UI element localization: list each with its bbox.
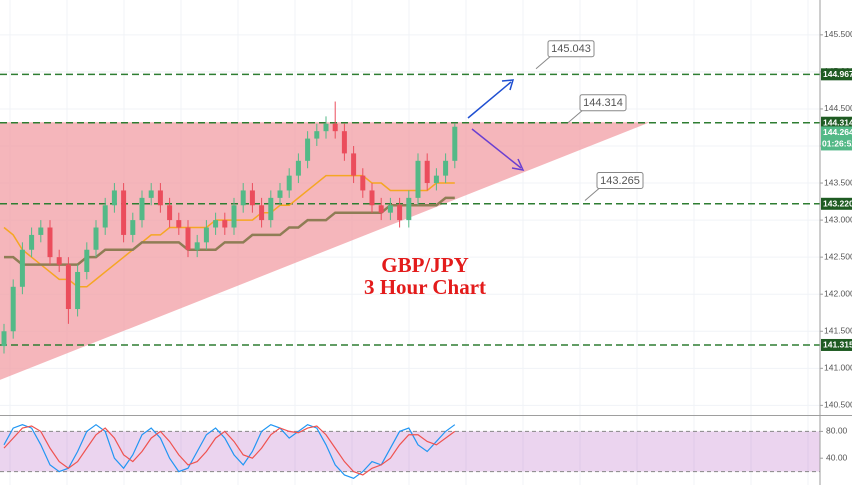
candle-body xyxy=(452,126,458,161)
callout-label: 143.265 xyxy=(600,175,640,187)
countdown-label: 01:26:52 xyxy=(822,139,852,149)
oscillator-tick-label: 80.00 xyxy=(826,426,848,436)
candle-body xyxy=(111,190,117,206)
candle-body xyxy=(176,220,182,228)
candle-body xyxy=(102,205,108,228)
candle-body xyxy=(305,138,311,161)
arrow-down xyxy=(471,128,522,169)
candle-body xyxy=(249,190,255,206)
candle-body xyxy=(194,242,200,250)
candle-body xyxy=(231,205,237,228)
candle-body xyxy=(259,205,265,221)
y-tick-label: 140.500 xyxy=(824,400,852,410)
candle-body xyxy=(65,264,71,310)
callout-connector xyxy=(584,188,600,201)
candle-body xyxy=(415,160,421,198)
candle-body xyxy=(38,227,44,235)
candle-body xyxy=(93,227,99,250)
last-price-label: 144.264 xyxy=(823,127,852,137)
candle-body xyxy=(56,257,62,265)
y-tick-label: 143.500 xyxy=(824,177,852,187)
candle-body xyxy=(295,160,301,176)
candle-body xyxy=(130,220,136,235)
candle-body xyxy=(167,205,173,221)
candle-body xyxy=(323,123,329,132)
moving-average xyxy=(4,196,455,266)
candle-body xyxy=(397,205,403,221)
callout-label: 144.314 xyxy=(583,97,623,109)
axis-labels: 140.500 141.000 141.500 142.000 142.500 143.0… xyxy=(820,29,852,462)
candle-body xyxy=(19,249,25,287)
y-tick-label: 142.000 xyxy=(824,288,852,298)
y-tick-label: 143.000 xyxy=(824,214,852,224)
candle-body xyxy=(185,227,191,250)
callout-box xyxy=(596,171,644,189)
candle-body xyxy=(387,205,393,213)
y-tick-label: 141.000 xyxy=(824,363,852,373)
level-badge xyxy=(821,338,852,351)
callout-connector xyxy=(567,110,583,124)
candle-body xyxy=(277,190,283,198)
candle-body xyxy=(213,220,219,228)
level-badge xyxy=(821,68,852,81)
plot xyxy=(0,73,820,479)
candle-body xyxy=(433,175,439,184)
oscillator-band xyxy=(0,431,820,472)
candle-body xyxy=(121,190,127,235)
candle-body xyxy=(268,197,274,221)
candle-body xyxy=(75,271,81,310)
y-tick-label: 142.500 xyxy=(824,251,852,261)
arrow-up-head xyxy=(501,79,515,91)
callout-label: 145.043 xyxy=(551,43,591,55)
level-badge-label: 144.967 xyxy=(823,69,852,79)
candle-body xyxy=(157,190,163,206)
level-badge-label: 144.314 xyxy=(823,117,852,127)
oscillator-line xyxy=(3,425,456,476)
candle-body xyxy=(360,175,366,191)
arrow-down-head xyxy=(511,158,525,171)
candle-body xyxy=(424,160,430,184)
level-badge-label: 143.220 xyxy=(823,199,852,209)
candle-body xyxy=(139,197,145,221)
candle-body xyxy=(203,227,209,243)
candle-body xyxy=(378,205,384,213)
candle-body xyxy=(443,160,449,176)
candle-body xyxy=(332,123,338,132)
candle-body xyxy=(1,331,7,347)
callout-box xyxy=(579,94,627,112)
arrow-up xyxy=(467,81,512,119)
candle-body xyxy=(351,153,357,176)
candle-body xyxy=(148,190,154,198)
candle-body xyxy=(314,131,320,139)
level-badge xyxy=(821,197,852,210)
y-tick-label: 141.500 xyxy=(824,326,852,336)
candle-body xyxy=(84,249,90,272)
candle-body xyxy=(29,234,35,250)
callout-box xyxy=(547,40,595,58)
callout-connector xyxy=(535,56,551,70)
oscillator-tick-label: 40.00 xyxy=(826,452,848,462)
last-price-badge xyxy=(821,126,852,151)
candle-body xyxy=(240,190,246,206)
y-tick-label: 145.500 xyxy=(824,29,852,39)
candle-body xyxy=(341,131,347,154)
candle-body xyxy=(10,286,16,332)
candle-body xyxy=(406,197,412,221)
chart-title: GBP/JPY xyxy=(381,253,469,277)
annotations: GBP/JPY 3 Hour Chart 145.043 144.314 143.2… xyxy=(364,40,644,299)
oscillator-line xyxy=(3,423,456,479)
triangle-pattern xyxy=(0,122,650,380)
y-tick-label: 144.500 xyxy=(824,103,852,113)
candle-body xyxy=(286,175,292,191)
candle-body xyxy=(47,227,53,258)
level-badge-label: 141.315 xyxy=(823,340,852,350)
price-axis xyxy=(820,0,852,485)
candle-body xyxy=(222,220,228,228)
level-badge xyxy=(821,116,852,129)
chart-subtitle: 3 Hour Chart xyxy=(364,275,486,299)
candle-body xyxy=(369,190,375,206)
